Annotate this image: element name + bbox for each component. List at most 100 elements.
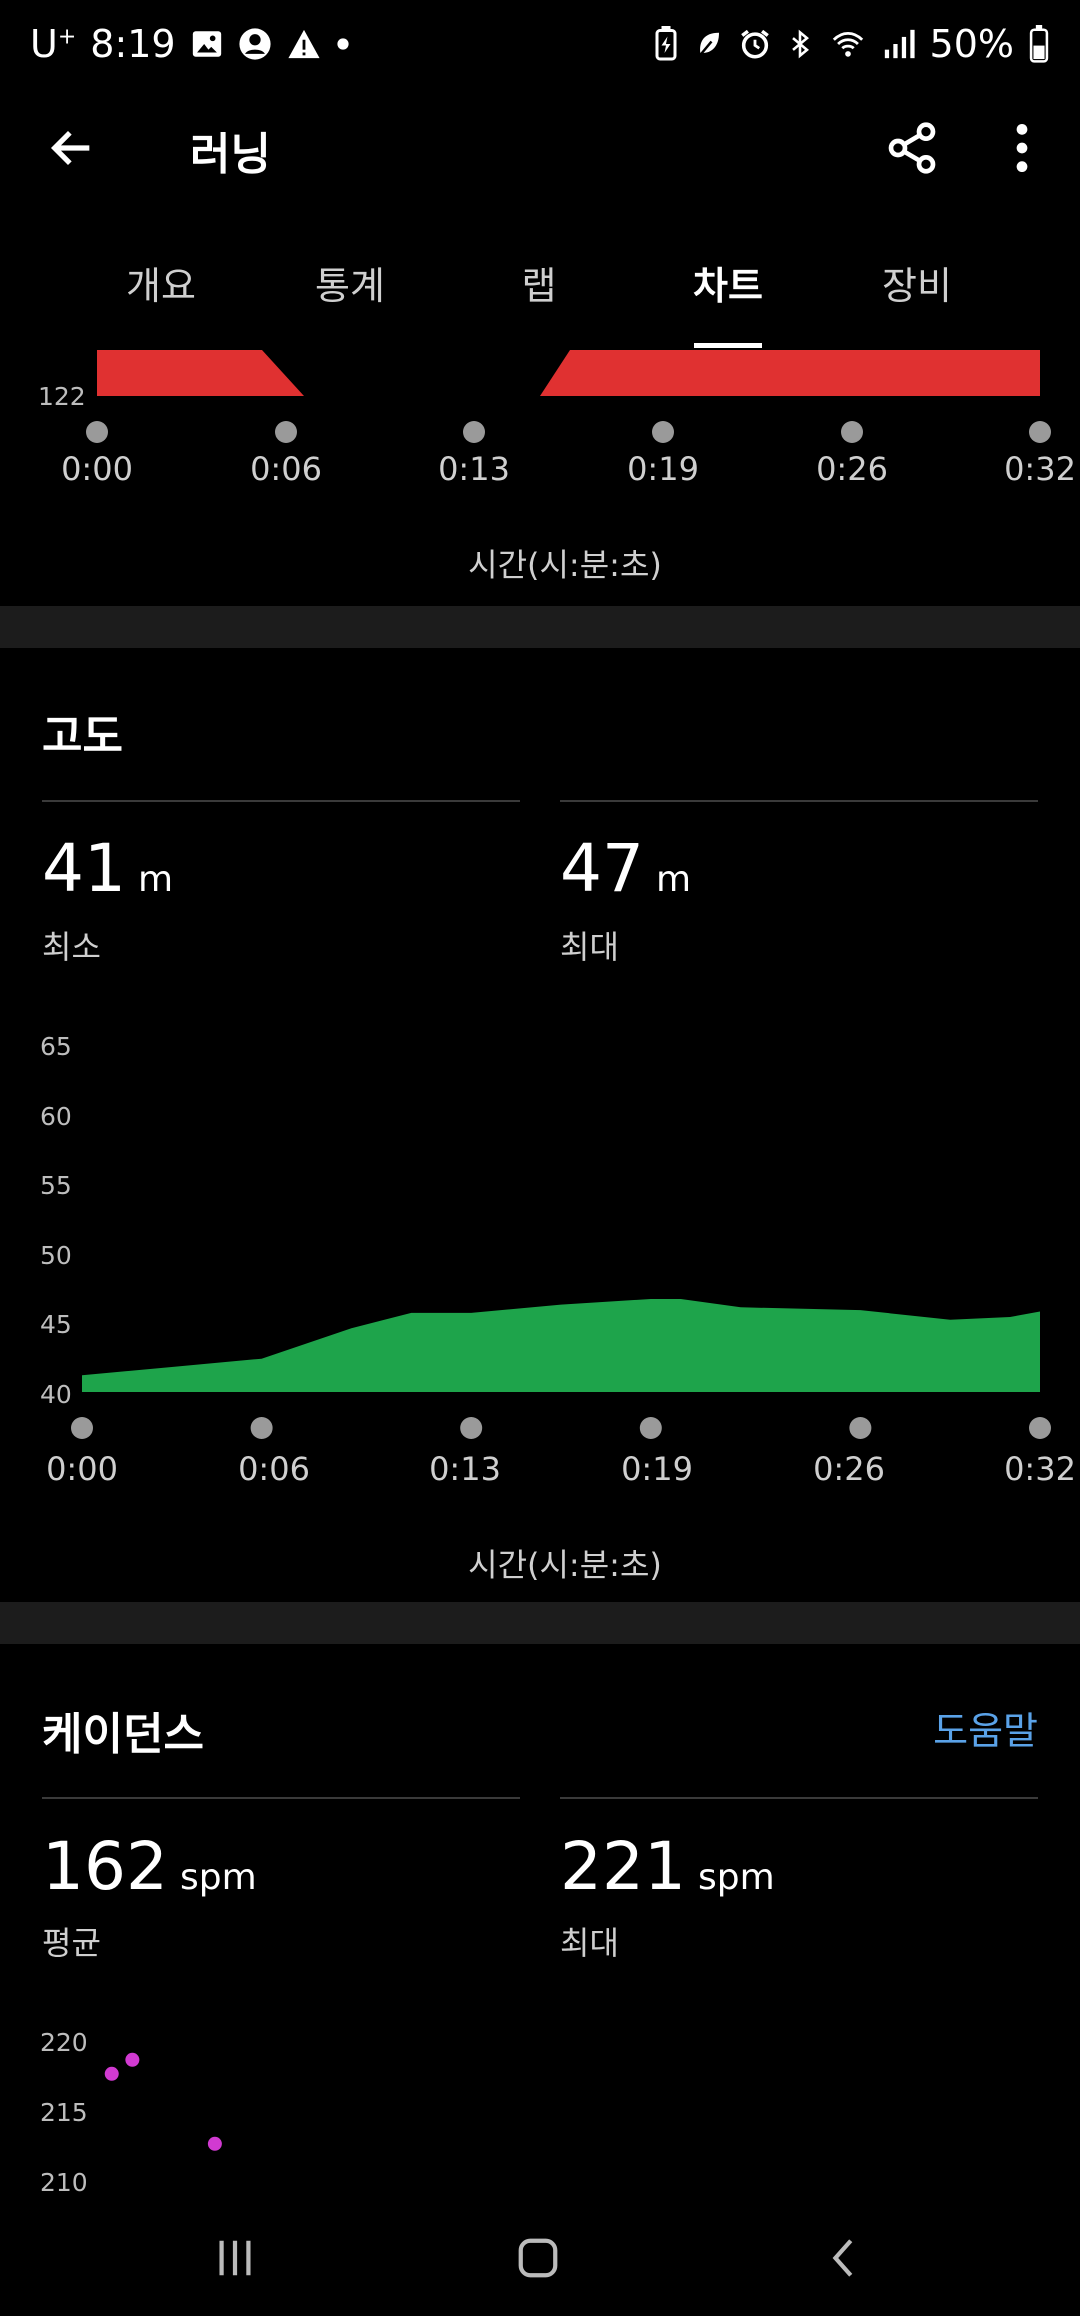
status-left: U+ 8:19 [30, 22, 350, 66]
altitude-x-axis-title: 시간(시:분:초) [468, 1546, 662, 1584]
cadence-max-value: 221 [560, 1828, 686, 1905]
help-link[interactable]: 도움말 [933, 1709, 1038, 1753]
altitude-area [82, 1299, 1040, 1392]
system-nav-bar [0, 2200, 1080, 2316]
recent-apps-icon[interactable] [212, 2235, 258, 2281]
altitude-x-tick-label: 0:26 [813, 1450, 885, 1488]
altitude-y-tick: 55 [40, 1171, 72, 1200]
altitude-x-tick-dot [1029, 1417, 1051, 1439]
altitude-x-tick-label: 0:06 [238, 1450, 310, 1488]
tab-equipment[interactable]: 장비 [882, 264, 952, 308]
altitude-y-tick: 40 [40, 1380, 72, 1409]
cadence-max-unit: spm [697, 1857, 775, 1898]
stat-divider [42, 1797, 520, 1799]
heart-x-tick-label: 0:32 [1004, 450, 1076, 488]
cadence-avg-label: 평균 [42, 1924, 101, 1962]
clock: 8:19 [90, 22, 176, 66]
home-icon[interactable] [515, 2235, 561, 2281]
warning-icon [288, 29, 320, 59]
heart-x-tick-label: 0:26 [816, 450, 888, 488]
altitude-max-stat: 47 m [560, 830, 691, 907]
cadence-max-label: 최대 [560, 1924, 619, 1962]
cadence-point [104, 2066, 119, 2081]
altitude-x-tick-dot [849, 1417, 872, 1439]
altitude-x-tick-label: 0:13 [429, 1450, 501, 1488]
wifi-icon [832, 31, 863, 57]
altitude-plot [71, 1299, 1051, 1439]
altitude-x-tick-label: 0:32 [1004, 1450, 1076, 1488]
altitude-min-label: 최소 [42, 928, 101, 966]
heart-chart-bars [97, 350, 1040, 396]
bluetooth-icon [791, 29, 809, 59]
cadence-avg-value: 162 [42, 1828, 168, 1905]
heart-chart: 122 0:00 0:06 0:13 0:19 0:26 0:32 시간(시:분… [0, 350, 1080, 600]
altitude-min-value: 41 [42, 830, 126, 907]
tab-stats[interactable]: 통계 [315, 264, 385, 308]
tab-charts[interactable]: 차트 [693, 264, 763, 308]
altitude-x-tick-label: 0:19 [621, 1450, 693, 1488]
section-divider [0, 606, 1080, 648]
cadence-plot [104, 2052, 222, 2151]
heart-x-tick-label: 0:00 [61, 450, 133, 488]
battery-percent: 50% [929, 22, 1014, 66]
section-divider [0, 1602, 1080, 1644]
heart-x-tick-label: 0:13 [438, 450, 510, 488]
altitude-y-tick: 65 [40, 1032, 72, 1061]
stat-divider [42, 800, 520, 802]
account-icon [239, 28, 271, 60]
stat-divider [560, 800, 1038, 802]
active-tab-indicator [694, 343, 762, 348]
cadence-y-tick: 220 [40, 2028, 88, 2057]
cadence-y-tick: 210 [40, 2168, 88, 2197]
altitude-x-tick-label: 0:00 [46, 1450, 118, 1488]
altitude-x-tick-dot [639, 1417, 662, 1439]
tab-overview[interactable]: 개요 [126, 264, 196, 308]
battery-saver-icon [655, 26, 677, 61]
tick-dot [652, 421, 674, 443]
heart-y-label: 122 [38, 382, 86, 411]
heart-bar-segment-1 [97, 350, 304, 396]
battery-icon [1029, 25, 1049, 63]
altitude-y-tick: 45 [40, 1310, 72, 1339]
stat-divider [560, 1797, 1038, 1799]
cadence-avg-unit: spm [179, 1857, 257, 1898]
heart-x-axis-title: 시간(시:분:초) [468, 546, 662, 584]
signal-icon [884, 29, 915, 59]
share-icon[interactable] [884, 120, 940, 176]
cadence-max-stat: 221 spm [560, 1828, 775, 1905]
tick-dot [1029, 421, 1051, 443]
cadence-point [207, 2136, 222, 2151]
altitude-x-tick-dot [71, 1417, 93, 1439]
heart-bar-segment-2 [540, 350, 1040, 396]
altitude-max-value: 47 [560, 830, 644, 907]
cadence-avg-stat: 162 spm [42, 1828, 257, 1905]
tab-bar: 개요 통계 랩 차트 장비 [0, 255, 1080, 355]
leaf-icon [697, 32, 719, 58]
page-title: 러닝 [190, 129, 271, 180]
tab-laps[interactable]: 랩 [521, 264, 557, 308]
back-arrow-icon[interactable] [46, 122, 98, 174]
tick-dot [841, 421, 863, 443]
altitude-x-tick-dot [460, 1417, 483, 1439]
more-options-icon[interactable] [1004, 120, 1040, 176]
altitude-y-tick: 60 [40, 1102, 72, 1131]
altitude-max-unit: m [655, 859, 692, 900]
carrier: U+ [30, 22, 77, 66]
status-bar: U+ 8:19 50% [0, 0, 1080, 100]
cadence-chart: 220 215 210 [0, 2020, 1080, 2200]
altitude-chart: 65 60 55 50 45 40 0:00 0:06 0:13 0:19 0:… [0, 1020, 1080, 1600]
alarm-icon [740, 29, 769, 59]
dot-icon [337, 38, 349, 50]
cadence-title: 케이던스 [42, 1709, 204, 1760]
heart-x-ticks [86, 421, 1051, 443]
back-nav-icon[interactable] [822, 2235, 868, 2281]
tick-dot [86, 421, 108, 443]
altitude-min-stat: 41 m [42, 830, 173, 907]
altitude-max-label: 최대 [560, 928, 619, 966]
altitude-x-tick-dot [250, 1417, 273, 1439]
tick-dot [463, 421, 485, 443]
gallery-icon [192, 31, 221, 57]
cadence-y-tick: 215 [40, 2098, 88, 2127]
status-right: 50% [652, 22, 1050, 66]
heart-x-tick-label: 0:19 [627, 450, 699, 488]
